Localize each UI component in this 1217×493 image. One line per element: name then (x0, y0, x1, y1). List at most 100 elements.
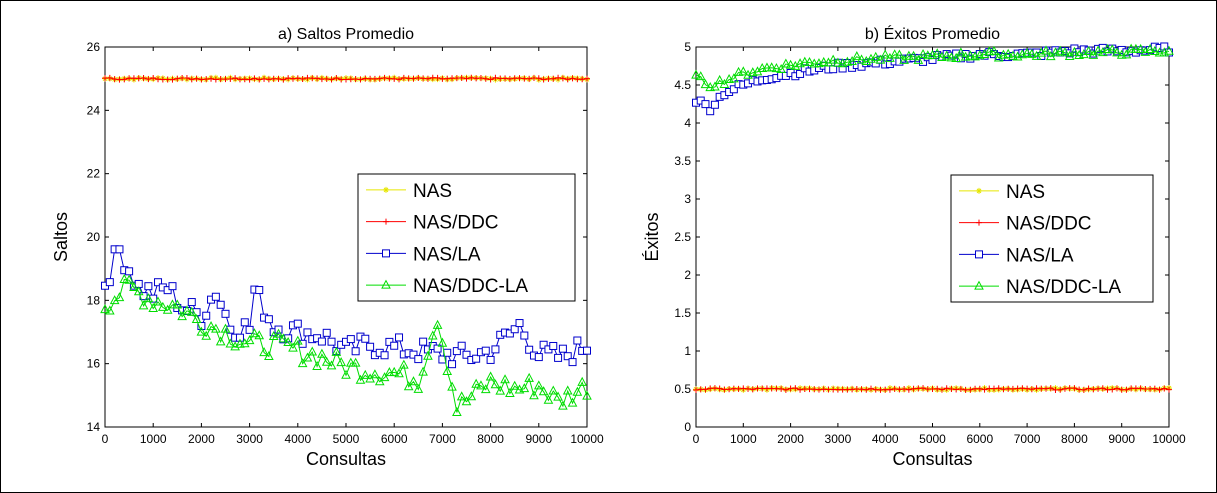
data-point (245, 325, 254, 334)
data-point (505, 329, 514, 338)
data-point (856, 54, 867, 64)
data-point (1028, 386, 1035, 393)
data-point (535, 75, 542, 82)
legend-marker (976, 219, 982, 226)
data-point (452, 406, 462, 416)
data-point (370, 369, 380, 379)
data-point (1079, 49, 1089, 59)
legend-label: NAS/LA (413, 244, 481, 265)
data-point (448, 360, 457, 369)
data-point (215, 336, 226, 346)
data-point (352, 76, 359, 83)
data-point (519, 383, 530, 393)
data-point (154, 278, 163, 287)
y-tick-label: 18 (87, 293, 101, 307)
data-point (1160, 42, 1169, 51)
data-point (288, 342, 298, 352)
data-point (140, 74, 147, 81)
data-point (336, 357, 347, 367)
data-point (847, 55, 857, 66)
data-point (781, 58, 791, 68)
data-point (563, 352, 572, 361)
data-point (413, 383, 424, 393)
data-point (913, 54, 924, 64)
data-point (1107, 44, 1118, 54)
data-point (202, 311, 211, 320)
legend-label: NAS (1006, 182, 1045, 203)
data-point (121, 76, 128, 83)
data-point (1102, 43, 1113, 53)
data-point (317, 337, 326, 346)
data-point (167, 299, 178, 309)
data-point (285, 75, 292, 82)
data-point (549, 341, 558, 350)
data-point (246, 76, 253, 83)
data-point (870, 51, 881, 61)
y-tick-label: 1.5 (674, 306, 691, 320)
data-point (1024, 385, 1031, 392)
data-point (941, 50, 952, 60)
y-tick-label: 14 (87, 420, 101, 434)
data-point (124, 274, 134, 284)
x-tick-label: 0 (102, 432, 109, 446)
data-point (710, 81, 720, 91)
data-point (249, 328, 260, 338)
data-point (437, 337, 448, 347)
x-tick-label: 5000 (333, 432, 360, 446)
data-point (264, 350, 274, 360)
data-point (567, 397, 578, 407)
data-point (534, 353, 543, 362)
data-point (1161, 385, 1168, 392)
data-point (104, 305, 115, 315)
chart-title: a) Saltos Promedio (278, 26, 414, 43)
data-point (191, 313, 202, 324)
data-point (776, 63, 786, 74)
data-point (818, 56, 829, 66)
data-point (1149, 45, 1160, 56)
legend-label: NAS/DDC (413, 213, 499, 234)
data-point (572, 386, 583, 396)
data-point (172, 299, 183, 309)
data-point (905, 386, 912, 393)
data-point (360, 369, 371, 379)
y-tick-label: 3.5 (674, 154, 691, 168)
data-point (106, 74, 113, 81)
data-point (524, 372, 534, 382)
data-point (1121, 49, 1132, 59)
y-axis-label: Saltos (51, 212, 71, 262)
data-point (395, 333, 404, 342)
data-point (762, 62, 772, 72)
data-point (193, 75, 200, 82)
data-point (1057, 386, 1064, 393)
data-point (729, 85, 738, 94)
data-point (886, 386, 893, 393)
y-tick-label: 20 (87, 230, 101, 244)
x-tick-label: 1000 (730, 432, 757, 446)
data-point (376, 75, 383, 82)
data-point (934, 385, 941, 392)
data-point (691, 69, 701, 79)
data-point (114, 292, 125, 302)
x-tick-label: 4000 (284, 432, 311, 446)
data-point (129, 281, 139, 291)
data-point (562, 385, 573, 395)
data-point (716, 385, 723, 392)
data-point (278, 333, 289, 343)
legend-marker (975, 250, 983, 259)
x-tick-label: 2000 (188, 432, 215, 446)
series-line (104, 278, 588, 413)
data-point (434, 74, 441, 81)
data-point (452, 347, 461, 356)
data-point (174, 75, 181, 82)
data-point (158, 301, 168, 311)
data-point (225, 338, 236, 348)
data-point (989, 45, 999, 55)
data-point (928, 55, 937, 64)
data-point (868, 385, 875, 392)
data-point (901, 385, 908, 392)
legend-marker (382, 249, 390, 258)
data-point (182, 305, 192, 315)
data-point (919, 57, 928, 66)
data-point (458, 74, 465, 81)
data-point (706, 107, 715, 116)
